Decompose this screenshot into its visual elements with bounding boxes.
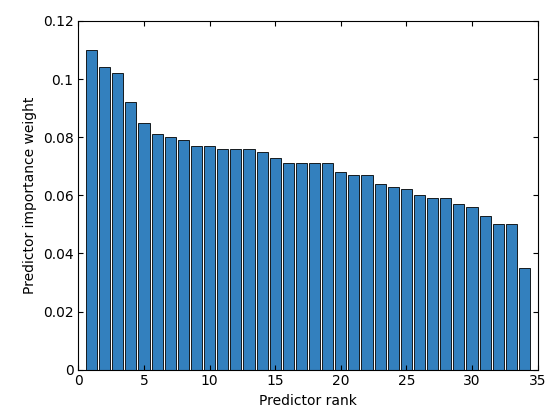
- Bar: [204, 146, 215, 370]
- Bar: [283, 163, 294, 370]
- Bar: [217, 149, 228, 370]
- Bar: [296, 163, 307, 370]
- Bar: [506, 224, 517, 370]
- Y-axis label: Predictor importance weight: Predictor importance weight: [23, 97, 37, 294]
- Bar: [322, 163, 333, 370]
- Bar: [138, 123, 150, 370]
- Bar: [414, 195, 425, 370]
- Bar: [86, 50, 97, 370]
- Bar: [256, 152, 268, 370]
- Bar: [388, 186, 399, 370]
- Bar: [125, 102, 137, 370]
- Bar: [269, 158, 281, 370]
- Bar: [361, 175, 372, 370]
- Bar: [348, 175, 360, 370]
- Bar: [493, 224, 504, 370]
- Bar: [466, 207, 478, 370]
- Bar: [519, 268, 530, 370]
- X-axis label: Predictor rank: Predictor rank: [259, 394, 357, 408]
- Bar: [244, 149, 255, 370]
- Bar: [453, 204, 464, 370]
- Bar: [99, 68, 110, 370]
- Bar: [112, 73, 123, 370]
- Bar: [191, 146, 202, 370]
- Bar: [178, 140, 189, 370]
- Bar: [375, 184, 386, 370]
- Bar: [440, 198, 451, 370]
- Bar: [230, 149, 241, 370]
- Bar: [335, 172, 347, 370]
- Bar: [401, 189, 412, 370]
- Bar: [309, 163, 320, 370]
- Bar: [479, 215, 491, 370]
- Bar: [152, 134, 163, 370]
- Bar: [427, 198, 438, 370]
- Bar: [165, 137, 176, 370]
